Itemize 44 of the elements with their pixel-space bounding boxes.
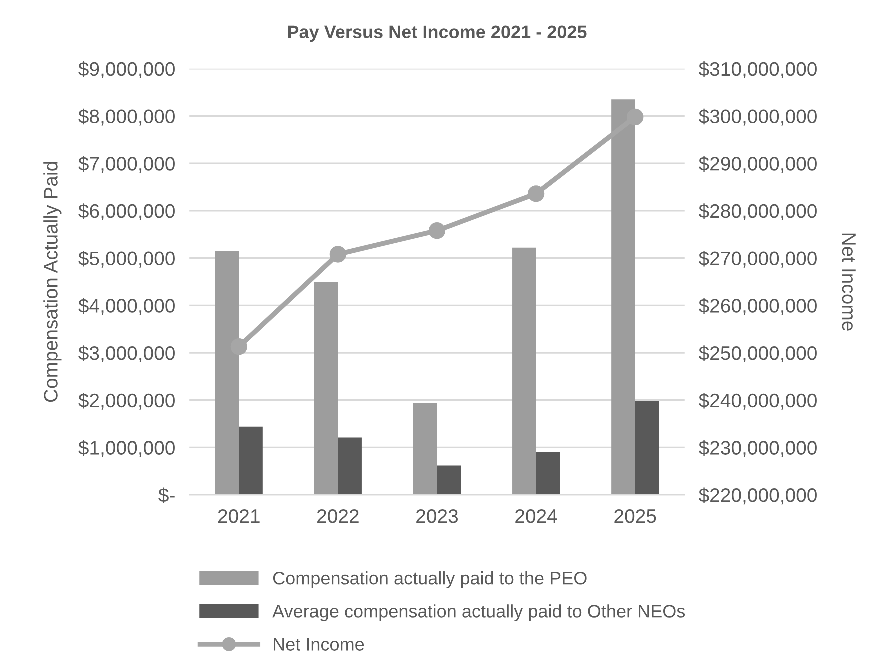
legend-label: Net Income <box>274 638 364 651</box>
y2-tick-label: $250,000,000 <box>698 346 817 363</box>
y2-tick-label: $300,000,000 <box>698 108 817 126</box>
bar <box>437 466 462 496</box>
y-tick-label: $2,000,000 <box>78 393 175 410</box>
y2-tick-label: $310,000,000 <box>698 62 817 78</box>
legend-label: Average compensation actually paid to Other NEOs <box>272 604 686 622</box>
y-tick-label: $4,000,000 <box>78 298 175 316</box>
x-tick-label: 2022 <box>318 509 359 524</box>
bar <box>239 426 263 496</box>
bar <box>314 282 338 496</box>
bar <box>338 438 362 496</box>
y2-tick-label: $240,000,000 <box>698 393 817 410</box>
bar <box>512 248 536 496</box>
x-tick-label: 2023 <box>416 509 458 524</box>
point <box>230 338 248 356</box>
point <box>627 108 644 126</box>
x-tick-label: 2024 <box>516 509 558 524</box>
y2-tick-label: $220,000,000 <box>698 488 817 505</box>
y2-tick-label: $270,000,000 <box>698 250 817 268</box>
x-tick-label: 2025 <box>614 509 656 524</box>
y-tick-label: $8,000,000 <box>78 108 175 126</box>
y2-tick-label: $280,000,000 <box>698 204 817 220</box>
x-tick-label: 2021 <box>218 509 260 524</box>
y2-axis-title: Net Income <box>842 234 856 331</box>
point <box>428 222 446 240</box>
point <box>330 246 347 263</box>
y-tick-label: $6,000,000 <box>78 204 175 220</box>
legend-label: Compensation actually paid to the PEO <box>273 572 587 588</box>
y-tick-label: $- <box>158 488 175 504</box>
y2-tick-label: $260,000,000 <box>698 298 817 316</box>
y-axis-title: Compensation Actually Paid <box>44 162 62 402</box>
y-tick-label: $7,000,000 <box>78 156 175 174</box>
bar <box>413 403 438 496</box>
chart-title: Pay Versus Net Income 2021 - 2025 <box>288 26 587 42</box>
y2-tick-label: $290,000,000 <box>698 156 817 174</box>
y-tick-label: $1,000,000 <box>78 440 175 458</box>
bar <box>536 452 560 496</box>
point <box>528 186 545 202</box>
y-tick-label: $9,000,000 <box>78 62 175 78</box>
y-tick-label: $5,000,000 <box>78 250 175 268</box>
y-tick-label: $3,000,000 <box>78 346 175 363</box>
bar <box>635 401 660 496</box>
y2-tick-label: $230,000,000 <box>698 440 817 458</box>
